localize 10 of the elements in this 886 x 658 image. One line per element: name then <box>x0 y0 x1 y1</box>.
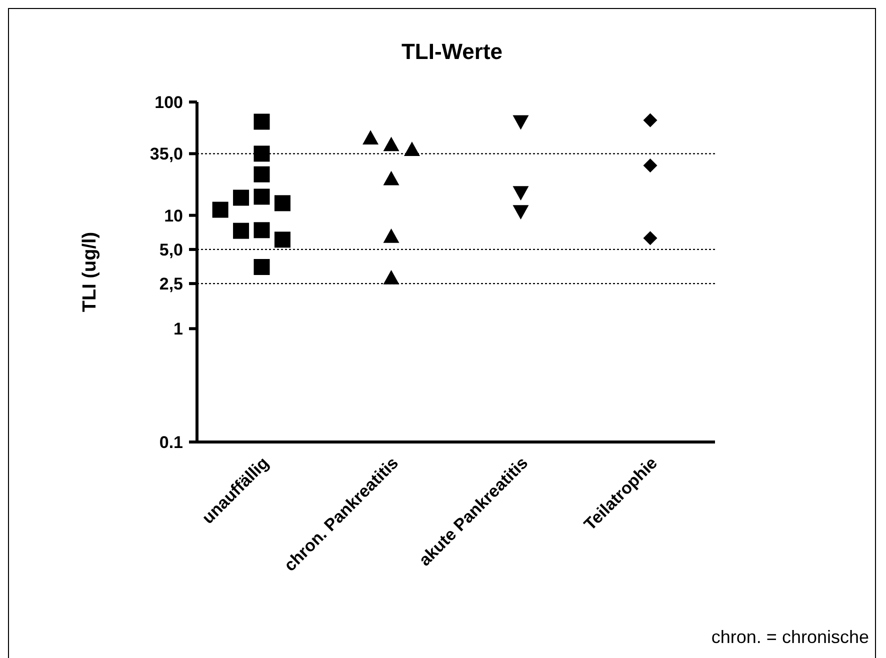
y-axis-title: TLI (ug/l) <box>80 232 101 312</box>
y-tick-label: 1 <box>174 320 183 339</box>
chart-title: TLI-Werte <box>401 39 503 64</box>
y-tick-label: 2,5 <box>159 274 183 294</box>
y-tick-label: 0.1 <box>159 433 183 452</box>
y-tick-label: 5,0 <box>159 240 183 260</box>
y-tick-label: 35,0 <box>150 144 183 164</box>
text: chron. = chronische <box>711 627 869 647</box>
y-tick-label: 10 <box>164 206 183 226</box>
y-tick-label: 100 <box>154 93 183 112</box>
